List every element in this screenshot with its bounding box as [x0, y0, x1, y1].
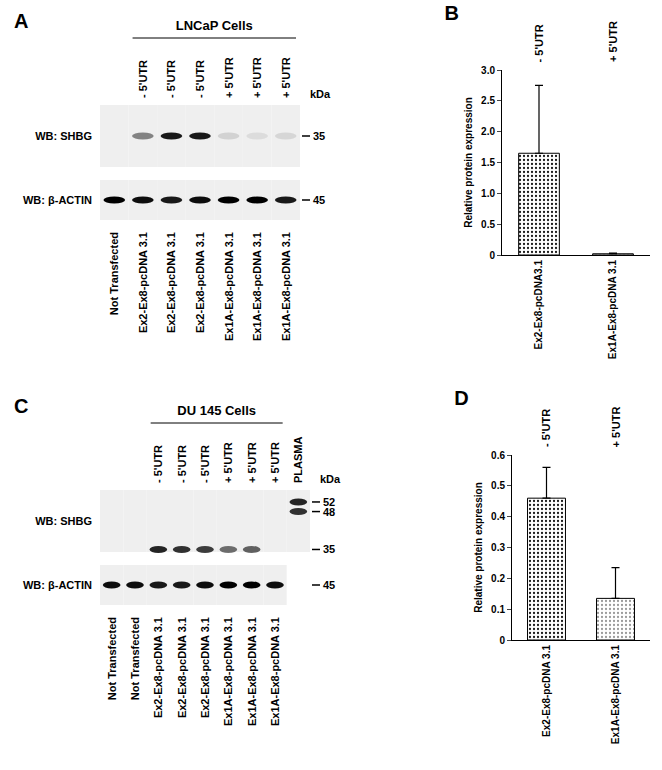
svg-text:0.6: 0.6: [491, 450, 505, 461]
svg-text:Relative protein expression: Relative protein expression: [473, 482, 484, 613]
svg-text:0.4: 0.4: [491, 511, 505, 522]
svg-text:Ex2-Ex8-pcDNA 3.1: Ex2-Ex8-pcDNA 3.1: [137, 232, 149, 333]
svg-text:Not Transfected: Not Transfected: [108, 232, 120, 315]
svg-text:48: 48: [323, 506, 335, 518]
svg-text:LNCaP Cells: LNCaP Cells: [176, 18, 253, 33]
svg-text:52: 52: [323, 496, 336, 508]
svg-text:- 5'UTR: - 5'UTR: [199, 445, 211, 483]
svg-text:- 5'UTR: - 5'UTR: [165, 60, 177, 98]
svg-text:35: 35: [323, 543, 335, 555]
svg-text:0.1: 0.1: [491, 604, 505, 615]
svg-text:WB: β-ACTIN: WB: β-ACTIN: [23, 194, 92, 206]
svg-text:Not Transfected: Not Transfected: [106, 617, 118, 700]
svg-text:Ex1A-Ex8-pcDNA 3.1: Ex1A-Ex8-pcDNA 3.1: [222, 617, 234, 726]
svg-text:45: 45: [323, 579, 335, 591]
svg-text:Ex2-Ex8-pcDNA3.1: Ex2-Ex8-pcDNA3.1: [533, 260, 544, 350]
svg-text:1.5: 1.5: [481, 157, 495, 168]
svg-text:+ 5'UTR: + 5'UTR: [280, 57, 292, 98]
svg-text:Not Transfected: Not Transfected: [129, 617, 141, 700]
svg-text:+ 5'UTR: + 5'UTR: [610, 407, 622, 448]
svg-text:Ex1A-Ex8-pcDNA 3.1: Ex1A-Ex8-pcDNA 3.1: [246, 617, 258, 726]
svg-text:0.5: 0.5: [481, 219, 495, 230]
svg-text:B: B: [444, 2, 458, 24]
svg-text:Ex1A-Ex8-pcDNA 3.1: Ex1A-Ex8-pcDNA 3.1: [269, 617, 281, 726]
svg-text:2.5: 2.5: [481, 95, 495, 106]
svg-text:WB: β-ACTIN: WB: β-ACTIN: [23, 579, 92, 591]
svg-text:Ex1A-Ex8-pcDNA 3.1: Ex1A-Ex8-pcDNA 3.1: [280, 232, 292, 341]
svg-text:+ 5'UTR: + 5'UTR: [222, 442, 234, 483]
svg-text:0.3: 0.3: [491, 542, 505, 553]
svg-text:35: 35: [313, 130, 325, 142]
svg-text:+ 5'UTR: + 5'UTR: [223, 57, 235, 98]
svg-text:1.0: 1.0: [481, 188, 495, 199]
svg-text:2.0: 2.0: [481, 126, 495, 137]
svg-text:kDa: kDa: [310, 88, 331, 100]
svg-text:Ex1A-Ex8-pcDNA 3.1: Ex1A-Ex8-pcDNA 3.1: [223, 232, 235, 341]
svg-text:kDa: kDa: [320, 473, 341, 485]
svg-text:- 5'UTR: - 5'UTR: [152, 445, 164, 483]
svg-text:- 5'UTR: - 5'UTR: [176, 445, 188, 483]
svg-text:D: D: [454, 387, 468, 409]
svg-text:- 5'UTR: - 5'UTR: [137, 60, 149, 98]
svg-text:C: C: [14, 395, 28, 417]
svg-text:+ 5'UTR: + 5'UTR: [251, 57, 263, 98]
svg-text:WB: SHBG: WB: SHBG: [35, 515, 92, 527]
svg-text:WB: SHBG: WB: SHBG: [35, 130, 92, 142]
svg-text:- 5'UTR: - 5'UTR: [194, 60, 206, 98]
svg-text:+ 5'UTR: + 5'UTR: [246, 442, 258, 483]
svg-text:DU 145 Cells: DU 145 Cells: [177, 403, 256, 418]
svg-text:+ 5'UTR: + 5'UTR: [607, 21, 619, 62]
svg-text:Ex1A-Ex8-pcDNA 3.1: Ex1A-Ex8-pcDNA 3.1: [610, 645, 621, 745]
svg-text:+ 5'UTR: + 5'UTR: [269, 442, 281, 483]
svg-text:Ex1A-Ex8-pcDNA 3.1: Ex1A-Ex8-pcDNA 3.1: [607, 260, 618, 360]
svg-text:Ex2-Ex8-pcDNA 3.1: Ex2-Ex8-pcDNA 3.1: [194, 232, 206, 333]
svg-text:3.0: 3.0: [481, 65, 495, 76]
svg-text:PLASMA: PLASMA: [292, 437, 304, 484]
svg-text:0: 0: [489, 250, 495, 261]
svg-text:- 5'UTR: - 5'UTR: [540, 409, 552, 447]
svg-text:Ex2-Ex8-pcDNA 3.1: Ex2-Ex8-pcDNA 3.1: [541, 645, 552, 737]
svg-text:Ex1A-Ex8-pcDNA 3.1: Ex1A-Ex8-pcDNA 3.1: [251, 232, 263, 341]
svg-text:0: 0: [499, 635, 505, 646]
svg-text:A: A: [14, 10, 28, 32]
svg-text:Ex2-Ex8-pcDNA 3.1: Ex2-Ex8-pcDNA 3.1: [165, 232, 177, 333]
svg-text:Ex2-Ex8-pcDNA 3.1: Ex2-Ex8-pcDNA 3.1: [176, 617, 188, 718]
svg-text:Ex2-Ex8-pcDNA 3.1: Ex2-Ex8-pcDNA 3.1: [152, 617, 164, 718]
svg-text:Relative protein expression: Relative protein expression: [463, 97, 474, 228]
svg-text:0.2: 0.2: [491, 573, 505, 584]
svg-text:Ex2-Ex8-pcDNA 3.1: Ex2-Ex8-pcDNA 3.1: [199, 617, 211, 718]
svg-text:- 5'UTR: - 5'UTR: [533, 24, 545, 62]
svg-text:45: 45: [313, 194, 325, 206]
svg-text:0.5: 0.5: [491, 480, 505, 491]
